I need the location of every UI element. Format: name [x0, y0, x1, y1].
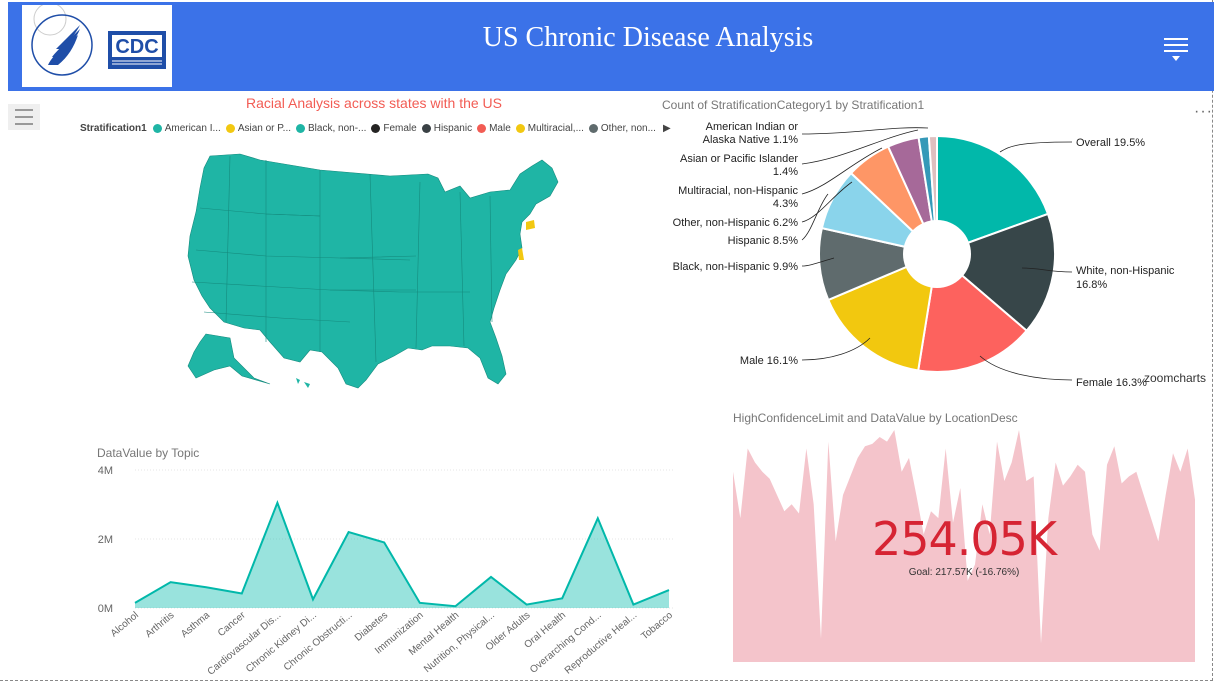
y-tick-label: 2M [98, 534, 113, 546]
legend-item-label: Female [383, 123, 417, 134]
legend-next-arrow-icon[interactable]: ▶ [662, 123, 671, 134]
kpi-area-chart[interactable] [733, 430, 1195, 662]
legend-item-label: Male [489, 123, 511, 134]
hamburger-menu-icon[interactable] [1164, 38, 1188, 62]
x-tick-label: Asthma [179, 610, 212, 640]
pie-chart[interactable]: Overall 19.5% White, non-Hispanic 16.8% … [660, 112, 1214, 392]
x-tick-label: Chronic Obstructi... [282, 610, 355, 673]
legend-dot-icon [477, 124, 487, 133]
legend-dot-icon [296, 124, 306, 133]
pie-label-other: Other, non-Hispanic 6.2% [673, 217, 799, 229]
legend-item[interactable]: Asian or P... [225, 123, 292, 134]
legend-item-label: Other, non... [600, 123, 656, 134]
legend-item[interactable]: Hispanic [421, 123, 473, 134]
pie-label-hispanic: Hispanic 8.5% [728, 235, 799, 247]
x-tick-label: Arthritis [143, 610, 176, 640]
legend-item[interactable]: Black, non-... [296, 123, 366, 134]
legend-dot-icon [515, 124, 525, 133]
legend-dot-icon [371, 124, 381, 133]
pie-chart-title: Count of StratificationCategory1 by Stra… [662, 98, 925, 112]
legend-item[interactable]: Female [371, 123, 417, 134]
map-title: Racial Analysis across states with the U… [246, 95, 502, 111]
alaska-shape [187, 333, 271, 385]
pie-leader-lines [801, 127, 1073, 381]
legend-item-label: American I... [164, 123, 221, 134]
legend-item[interactable]: Male [477, 123, 511, 134]
kpi-value: 254.05K [871, 512, 1057, 566]
legend-item-label: Black, non-... [308, 123, 367, 134]
us-map[interactable] [170, 152, 570, 392]
hhs-cdc-logo: CDC [22, 2, 172, 87]
pie-label-white: White, non-Hispanic [1076, 265, 1175, 277]
legend-dot-icon [421, 124, 431, 133]
hawaii-shape [296, 378, 310, 388]
map-legend: Stratification1 American I... Asian or P.… [80, 123, 671, 134]
legend-item[interactable]: American I... [152, 123, 221, 134]
area-chart-title: DataValue by Topic [97, 446, 200, 460]
pie-label-american-indian-pct: Alaska Native 1.1% [703, 134, 799, 146]
visual-menu-icon[interactable] [8, 104, 40, 130]
pie-label-asian: Asian or Pacific Islander [680, 153, 798, 165]
legend-item-label: Asian or P... [237, 123, 292, 134]
highlighted-state-de [518, 248, 524, 260]
svg-text:CDC: CDC [115, 36, 158, 58]
pie-label-female: Female 16.3% [1076, 377, 1147, 389]
legend-title: Stratification1 [80, 123, 147, 134]
pie-label-overall: Overall 19.5% [1076, 137, 1145, 149]
highlighted-state-ct [526, 220, 535, 230]
area-line [134, 499, 670, 608]
page-title: US Chronic Disease Analysis [482, 22, 814, 53]
y-tick-label: 0M [98, 603, 113, 615]
x-tick-label: Alcohol [109, 610, 141, 640]
pie-label-asian-pct: 1.4% [773, 166, 798, 178]
pie-label-american-indian: American Indian or [706, 121, 799, 133]
kpi-chart-title: HighConfidenceLimit and DataValue by Loc… [733, 411, 1018, 425]
pie-label-multiracial-pct: 4.3% [773, 198, 798, 210]
pie-label-multiracial: Multiracial, non-Hispanic [678, 185, 798, 197]
pie-slice[interactable] [827, 252, 939, 372]
legend-item-label: Hispanic [433, 123, 473, 134]
header-bar: CDC US Chronic Disease Analysis [8, 2, 1214, 91]
area-fill [135, 502, 669, 608]
legend-item-label: Multiracial,... [527, 123, 584, 134]
legend-dot-icon [225, 124, 235, 133]
x-tick-label: Cancer [216, 609, 248, 639]
zoomcharts-watermark: zoomcharts [1144, 371, 1206, 385]
legend-item[interactable]: Other, non... [588, 123, 656, 134]
kpi-area-fill [733, 430, 1195, 662]
more-options-icon[interactable]: ··· [1194, 103, 1213, 120]
kpi-goal: Goal: 217.57K (-16.76%) [908, 567, 1020, 578]
x-tick-label: Tobacco [639, 610, 675, 643]
pie-slice[interactable] [818, 226, 941, 302]
pie-slice[interactable] [936, 134, 1050, 256]
legend-item[interactable]: Multiracial,... [515, 123, 584, 134]
pie-label-black: Black, non-Hispanic 9.9% [673, 261, 799, 273]
pie-label-male: Male 16.1% [740, 355, 798, 367]
legend-dot-icon [588, 124, 598, 133]
legend-dot-icon [152, 124, 162, 133]
y-tick-label: 4M [98, 465, 113, 477]
pie-slice[interactable] [935, 212, 1056, 333]
pie-label-white-pct: 16.8% [1076, 279, 1107, 291]
